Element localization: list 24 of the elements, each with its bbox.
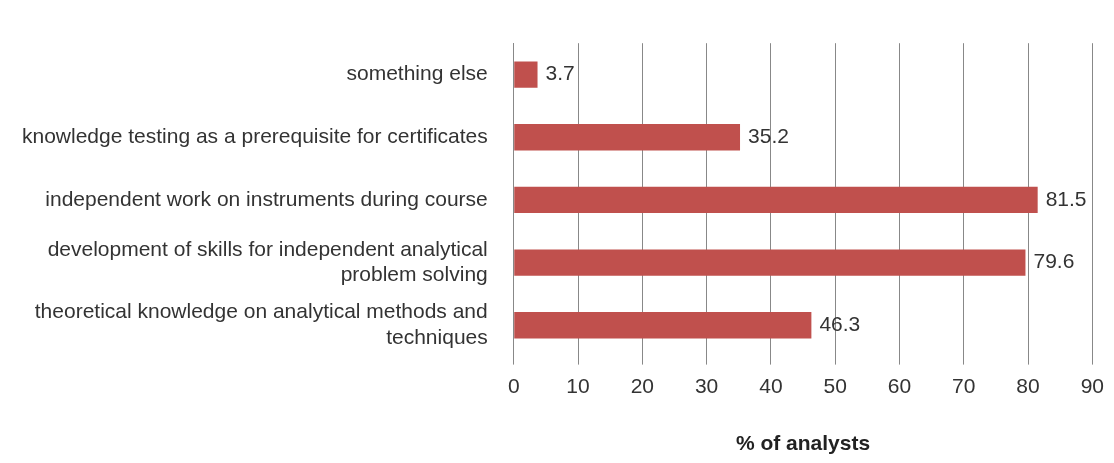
x-tick-label: 60 <box>887 374 912 397</box>
y-tick-label: development of skills for independent analytical problem solving <box>47 236 488 285</box>
bar <box>514 249 1026 276</box>
x-tick-label: 80 <box>1016 374 1040 397</box>
x-tick-label: 0 <box>507 374 520 397</box>
x-tick-label: 30 <box>694 374 719 397</box>
x-tick-label: 40 <box>759 374 783 397</box>
bar <box>514 312 812 339</box>
bar <box>514 61 538 88</box>
y-tick-label: knowledge testing as a prerequisite for certificates <box>21 124 488 148</box>
x-axis-title: % of analysts <box>735 431 871 455</box>
y-tick-label: theoretical knowledge on analytical methods and techniques <box>34 299 488 348</box>
data-label: 81.5 <box>1045 186 1087 210</box>
bar <box>514 124 741 151</box>
bar <box>514 186 1038 214</box>
x-tick-label: 50 <box>823 374 847 397</box>
x-tick-label: 10 <box>566 374 590 397</box>
data-label: 79.6 <box>1033 249 1075 273</box>
x-tick-label: 70 <box>952 374 976 397</box>
y-tick-label: independent work on instruments during course <box>45 186 488 210</box>
x-tick-label: 90 <box>1080 374 1104 397</box>
x-tick-label: 20 <box>630 374 654 397</box>
y-tick-label: something else <box>346 61 488 85</box>
data-label: 3.7 <box>545 61 575 85</box>
